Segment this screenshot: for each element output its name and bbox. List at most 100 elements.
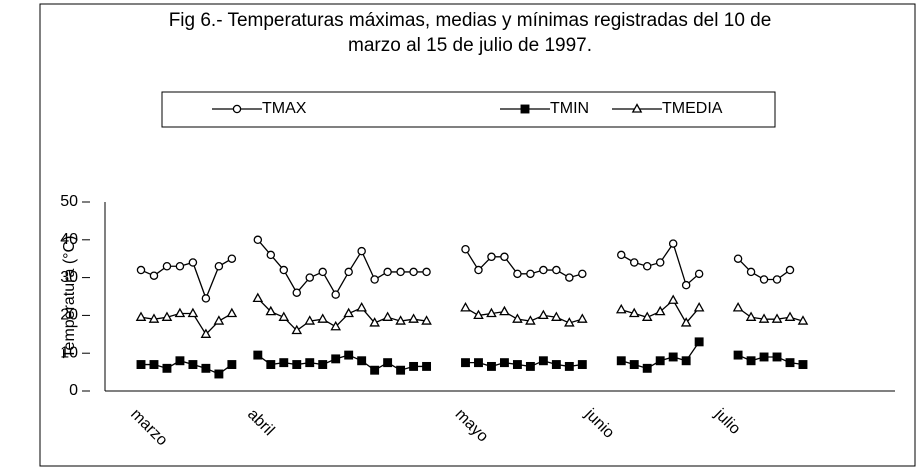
point — [655, 356, 665, 366]
point — [162, 262, 172, 271]
point — [265, 305, 277, 316]
point — [356, 302, 367, 312]
point — [253, 350, 263, 360]
point — [474, 358, 483, 368]
point — [551, 311, 562, 321]
legend-label: TMAX — [262, 100, 307, 117]
point — [422, 361, 432, 371]
y-tick-label: 50 — [60, 193, 78, 210]
point — [797, 315, 809, 325]
point — [175, 262, 185, 271]
point — [785, 358, 795, 368]
point — [227, 254, 237, 263]
point — [317, 313, 329, 323]
y-tick-label: 30 — [60, 269, 78, 286]
legend-box — [161, 91, 776, 128]
point — [487, 361, 496, 371]
series-line — [464, 248, 583, 279]
point — [745, 311, 757, 321]
point — [370, 275, 379, 284]
point — [551, 360, 561, 369]
point — [552, 265, 561, 275]
y-tick-label: 20 — [60, 307, 78, 324]
point — [577, 313, 588, 323]
point — [396, 267, 405, 277]
point — [538, 309, 549, 320]
point — [344, 267, 353, 277]
point — [785, 265, 795, 275]
point — [733, 254, 743, 263]
point — [460, 302, 471, 312]
point — [149, 271, 159, 280]
point — [538, 356, 548, 366]
point — [784, 311, 796, 321]
point — [668, 239, 678, 248]
point — [512, 313, 523, 323]
point — [187, 307, 199, 318]
point — [149, 360, 159, 369]
point — [617, 250, 626, 260]
point — [565, 273, 574, 282]
point — [487, 252, 496, 262]
point — [408, 313, 419, 323]
point — [136, 265, 146, 275]
point — [758, 313, 770, 323]
point — [175, 356, 185, 366]
point — [680, 317, 692, 327]
point — [564, 317, 575, 327]
point — [759, 352, 769, 362]
point — [162, 363, 172, 373]
point — [732, 302, 744, 312]
point — [564, 361, 574, 371]
point — [500, 252, 509, 262]
point — [681, 280, 691, 290]
point — [655, 258, 665, 267]
point — [694, 269, 704, 279]
point — [200, 328, 212, 338]
point — [422, 267, 431, 277]
x-tick-label: julio — [711, 405, 744, 438]
point — [615, 303, 627, 314]
point — [266, 250, 276, 260]
point — [291, 324, 303, 335]
point — [395, 315, 406, 325]
point — [798, 360, 808, 369]
point — [343, 307, 354, 318]
point — [654, 305, 666, 316]
point — [382, 311, 393, 321]
legend-label: TMIN — [550, 100, 589, 117]
point — [513, 269, 522, 279]
series-line — [465, 307, 583, 324]
y-tick-label: 0 — [69, 382, 78, 399]
point — [136, 360, 146, 369]
point — [628, 307, 640, 318]
point — [525, 315, 536, 325]
x-tick-label: mayo — [452, 406, 492, 446]
point — [539, 265, 548, 275]
point — [357, 246, 366, 256]
point — [772, 352, 782, 362]
point — [577, 360, 587, 369]
point — [409, 361, 419, 371]
point — [344, 350, 354, 360]
point — [227, 360, 237, 369]
chart-title: marzo al 15 de julio de 1997. — [348, 35, 592, 56]
point — [266, 360, 276, 369]
point — [461, 244, 470, 254]
frame — [39, 3, 916, 467]
point — [253, 235, 263, 245]
point — [578, 269, 587, 279]
point — [759, 275, 769, 284]
point — [174, 307, 186, 318]
point — [629, 258, 639, 267]
point — [305, 273, 314, 282]
point — [642, 262, 652, 271]
point — [525, 361, 535, 371]
point — [369, 317, 380, 327]
point — [461, 358, 470, 368]
point — [214, 369, 224, 379]
point — [694, 337, 704, 347]
point — [641, 311, 653, 321]
point — [278, 311, 290, 321]
